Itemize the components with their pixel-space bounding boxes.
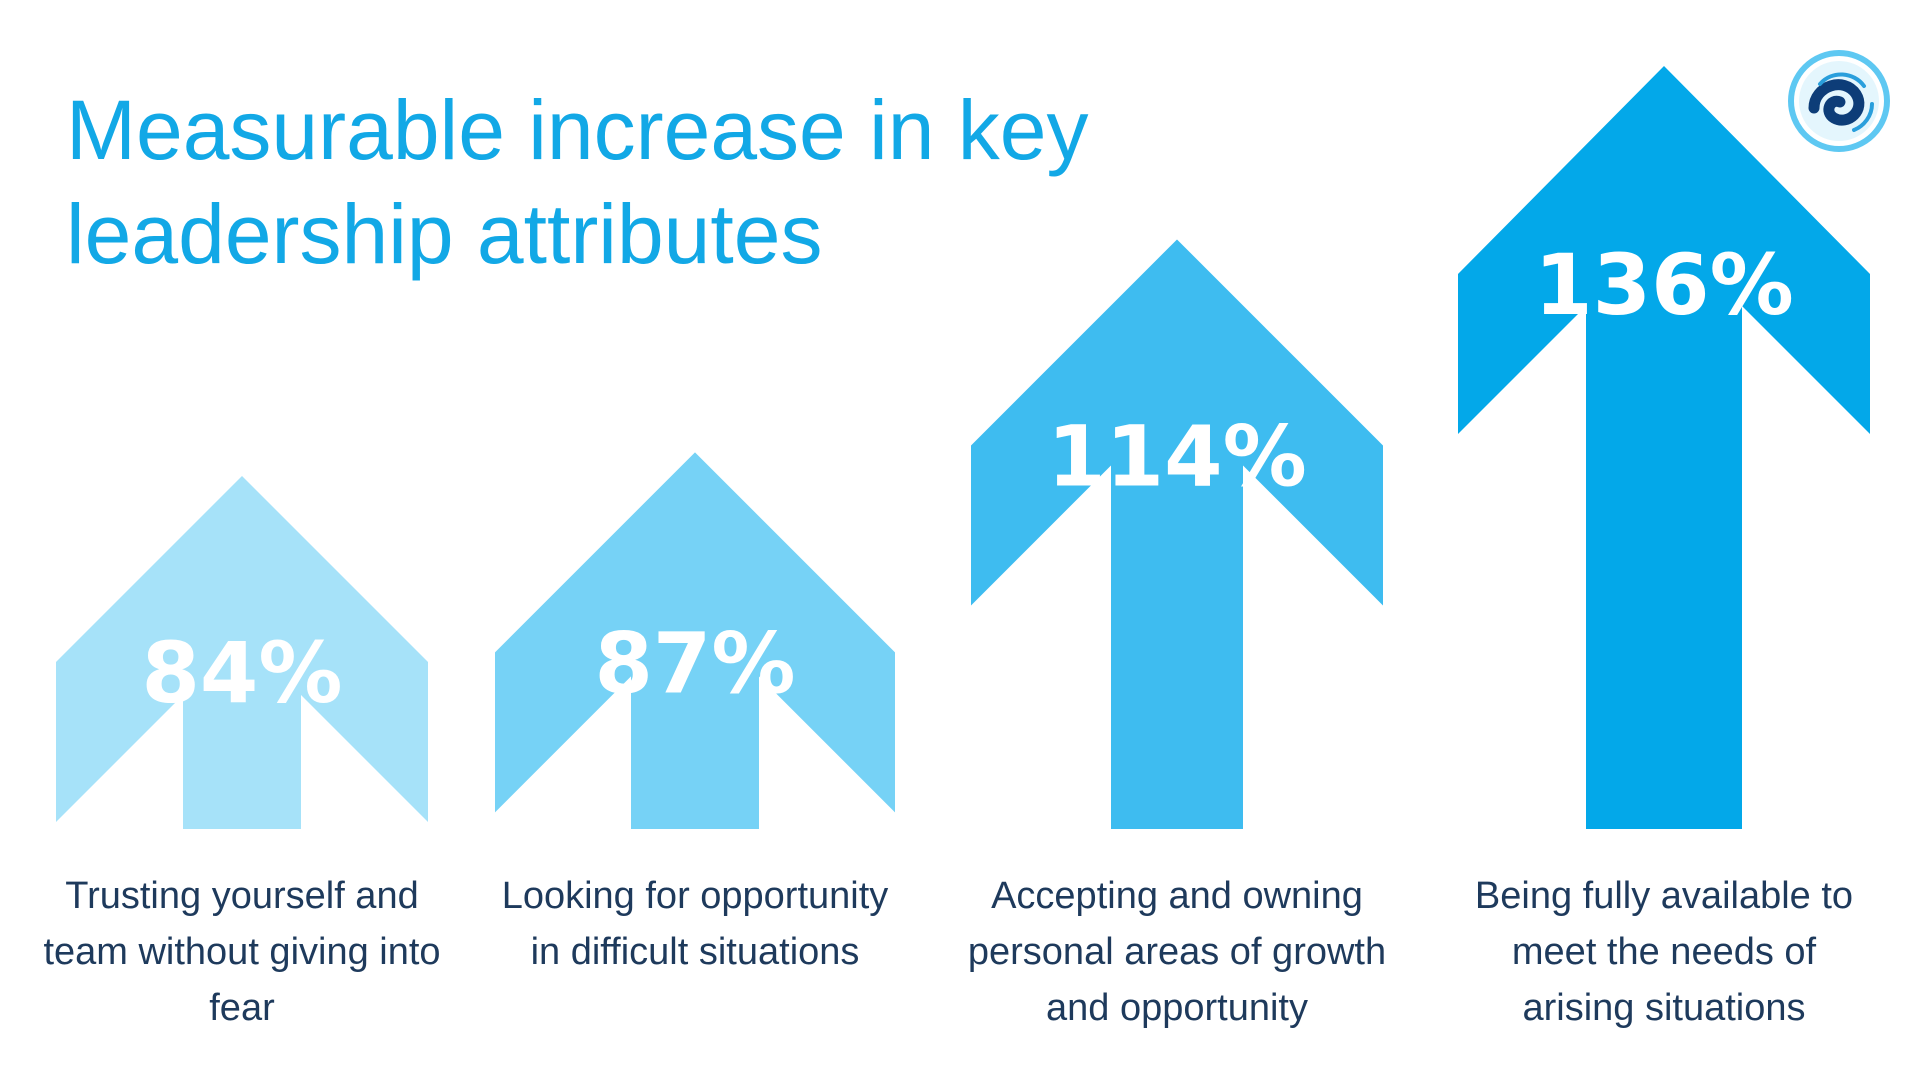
arrow-caption-1: Trusting yourself and team without givin…: [43, 875, 441, 1029]
arrow-caption-2: Looking for opportunity in difficult sit…: [501, 875, 889, 973]
value-label-1: 84%: [141, 624, 342, 722]
arrow-bar-4: [1458, 66, 1870, 829]
value-label-3: 114%: [1047, 407, 1307, 505]
arrow-bar-3: [971, 239, 1383, 829]
spiral-wave-icon: [1788, 50, 1890, 152]
arrow-bar-1: [56, 476, 428, 829]
page-title: Measurable increase in key leadership at…: [66, 83, 1089, 281]
arrow-caption-4: Being fully available to meet the needs …: [1474, 875, 1854, 1029]
value-label-2: 87%: [594, 614, 795, 712]
value-label-4: 136%: [1534, 236, 1794, 334]
arrow-caption-3: Accepting and owning personal areas of g…: [967, 875, 1387, 1029]
arrow-bar-2: [495, 452, 895, 829]
